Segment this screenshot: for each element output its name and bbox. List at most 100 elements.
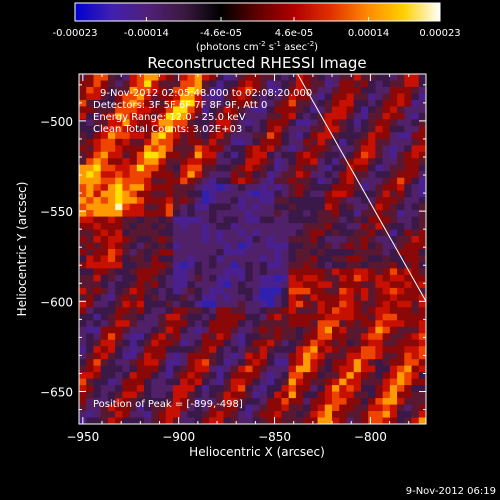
heatmap-cell (93, 378, 102, 386)
heatmap-cell (303, 300, 311, 308)
heatmap-cell (129, 287, 138, 295)
heatmap-cell (115, 184, 123, 192)
heatmap-cell (411, 242, 420, 250)
heatmap-cell (100, 93, 109, 101)
heatmap-cell (252, 346, 261, 354)
heatmap-cell (209, 223, 217, 231)
heatmap-cell (194, 229, 203, 237)
heatmap-cell (230, 313, 239, 321)
heatmap-cell (122, 112, 131, 120)
heatmap-cell (288, 203, 297, 211)
heatmap-cell (230, 274, 239, 283)
heatmap-cell (295, 210, 304, 218)
heatmap-cell (216, 411, 225, 419)
heatmap-cell (79, 236, 87, 244)
heatmap-cell (238, 313, 246, 321)
heatmap-cell (353, 372, 362, 380)
heatmap-cell (136, 177, 145, 185)
heatmap-cell (360, 171, 369, 179)
heatmap-cell (324, 158, 333, 166)
heatmap-cell (107, 138, 116, 146)
heatmap-cell (115, 417, 123, 424)
heatmap-cell (194, 203, 203, 211)
heatmap-cell (158, 145, 167, 153)
heatmap-cell (122, 313, 131, 321)
heatmap-cell (353, 307, 362, 315)
heatmap-cell (144, 391, 152, 399)
heatmap-cell (389, 261, 398, 270)
heatmap-cell (317, 171, 326, 179)
heatmap-cell (136, 171, 145, 179)
heatmap-cell (209, 398, 217, 406)
heatmap-cell (93, 177, 102, 185)
heatmap-cell (389, 372, 398, 380)
heatmap-cell (368, 210, 376, 218)
heatmap-cell (201, 242, 210, 250)
heatmap-cell (144, 229, 152, 237)
heatmap-cell (129, 119, 138, 127)
heatmap-cell (136, 287, 145, 295)
heatmap-cell (187, 93, 196, 101)
heatmap-cell (368, 138, 376, 146)
heatmap-cell (375, 74, 384, 82)
heatmap-cell (136, 378, 145, 386)
heatmap-cell (332, 307, 340, 315)
heatmap-cell (180, 112, 189, 120)
heatmap-cell (332, 177, 340, 185)
heatmap-cell (397, 184, 405, 192)
heatmap-cell (100, 346, 109, 354)
heatmap-cell (259, 417, 268, 424)
heatmap-cell (122, 242, 131, 250)
heatmap-cell (274, 359, 283, 367)
heatmap-cell (245, 385, 254, 393)
heatmap-cell (209, 365, 217, 373)
heatmap-cell (259, 99, 268, 108)
heatmap-cell (303, 236, 311, 244)
heatmap-cell (411, 378, 420, 386)
heatmap-cell (281, 378, 290, 386)
heatmap-cell (303, 320, 311, 328)
heatmap-cell (360, 261, 369, 270)
heatmap-cell (245, 210, 254, 218)
heatmap-cell (346, 404, 355, 412)
heatmap-cell (151, 346, 160, 354)
heatmap-cell (382, 385, 391, 393)
heatmap-cell (187, 242, 196, 250)
heatmap-cell (194, 80, 203, 88)
heatmap-cell (230, 86, 239, 95)
heatmap-cell (230, 93, 239, 101)
heatmap-cell (238, 346, 246, 354)
heatmap-cell (144, 404, 152, 412)
heatmap-cell (158, 216, 167, 224)
heatmap-cell (216, 346, 225, 354)
heatmap-cell (324, 138, 333, 146)
heatmap-cell (180, 320, 189, 328)
heatmap-cell (230, 359, 239, 367)
heatmap-cell (79, 99, 87, 108)
heatmap-cell (86, 365, 95, 373)
heatmap-cell (238, 80, 246, 88)
heatmap-cell (252, 333, 261, 341)
heatmap-cell (389, 411, 398, 419)
heatmap-cell (165, 106, 174, 114)
heatmap-cell (382, 177, 391, 185)
heatmap-cell (375, 184, 384, 192)
heatmap-cell (317, 106, 326, 114)
heatmap-cell (295, 255, 304, 263)
heatmap-cell (107, 411, 116, 419)
heatmap-cell (144, 372, 152, 380)
heatmap-cell (93, 274, 102, 283)
heatmap-cell (245, 294, 254, 302)
heatmap-cell (266, 190, 275, 198)
heatmap-cell (274, 203, 283, 211)
heatmap-cell (411, 365, 420, 373)
heatmap-cell (151, 132, 160, 140)
heatmap-cell (303, 339, 311, 347)
annotation-detectors: Detectors: 3F 5F 6F 7F 8F 9F, Att 0 (93, 100, 267, 111)
heatmap-cell (418, 417, 426, 424)
heatmap-cell (115, 203, 123, 211)
heatmap-cell (194, 385, 203, 393)
heatmap-cell (165, 80, 174, 88)
heatmap-cell (187, 119, 196, 127)
heatmap-cell (389, 112, 398, 120)
